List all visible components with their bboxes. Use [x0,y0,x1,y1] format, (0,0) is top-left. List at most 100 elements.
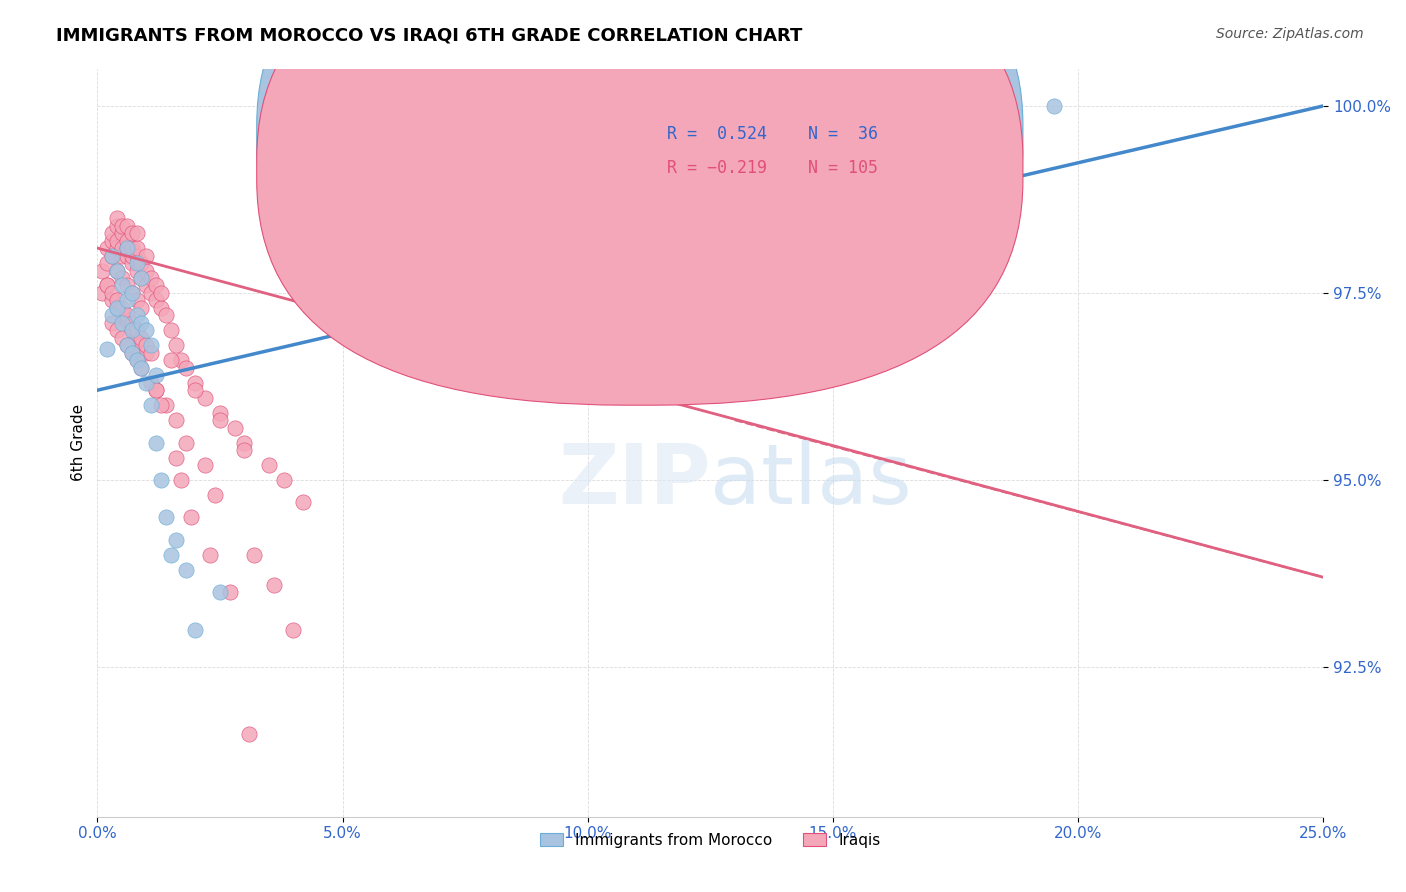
Point [115,338,138,352]
Point [150,285,173,300]
Point [111,248,134,262]
Point [115,316,138,330]
Point [150,473,173,487]
Point [101,316,124,330]
Point [145,383,167,397]
Point [131,256,153,270]
Point [125,226,148,240]
Point [125,353,148,368]
Point [121,248,143,262]
Point [115,241,138,255]
Text: IMMIGRANTS FROM MOROCCO VS IRAQI 6TH GRADE CORRELATION CHART: IMMIGRANTS FROM MOROCCO VS IRAQI 6TH GRA… [56,27,803,45]
Point [141,376,163,390]
Text: R =  0.524: R = 0.524 [668,126,768,144]
Point [101,293,124,308]
Point [238,727,260,741]
Point [184,383,207,397]
Point [160,548,183,562]
Point [125,241,148,255]
Point [91,263,114,277]
Point [131,338,153,352]
Point [105,293,128,308]
Point [105,301,128,315]
Point [160,353,183,368]
Point [170,473,193,487]
Point [145,368,167,383]
Point [96,256,118,270]
Point [125,263,148,277]
Point [145,293,167,308]
Point [208,413,231,427]
Point [125,353,148,368]
Point [121,285,143,300]
Point [101,285,124,300]
Point [150,398,173,412]
Point [233,435,256,450]
Point [174,360,197,375]
Point [218,585,240,599]
Point [174,563,197,577]
Point [198,548,221,562]
Point [131,271,153,285]
Point [96,241,118,255]
Point [184,623,207,637]
Point [121,256,143,270]
Point [150,301,173,315]
Text: atlas: atlas [710,440,912,521]
Point [101,248,124,262]
Point [131,301,153,315]
Point [135,346,157,360]
Point [141,398,163,412]
Point [125,293,148,308]
Point [96,278,118,293]
Point [111,278,134,293]
Point [165,450,187,465]
Point [307,234,329,248]
Text: N = 105: N = 105 [808,159,879,177]
Y-axis label: 6th Grade: 6th Grade [72,404,86,481]
Point [283,623,305,637]
Point [96,278,118,293]
Point [194,391,217,405]
Point [135,376,157,390]
Point [145,383,167,397]
Point [121,285,143,300]
FancyBboxPatch shape [257,0,1024,405]
Point [224,420,246,434]
Point [135,323,157,337]
Point [105,263,128,277]
Point [131,331,153,345]
Point [115,234,138,248]
Point [381,211,404,226]
Point [111,316,134,330]
Point [273,473,295,487]
Point [165,338,187,352]
Point [125,248,148,262]
Point [121,316,143,330]
Point [121,241,143,255]
Point [174,435,197,450]
Point [91,285,114,300]
Point [115,293,138,308]
Point [111,226,134,240]
Text: N =  36: N = 36 [808,126,879,144]
Point [105,241,128,255]
Point [292,495,315,509]
Point [145,278,167,293]
Point [135,248,157,262]
Legend: Immigrants from Morocco, Iraqis: Immigrants from Morocco, Iraqis [534,827,887,854]
Point [131,360,153,375]
Point [184,376,207,390]
Point [257,458,280,472]
Point [105,301,128,315]
Point [204,488,226,502]
Point [135,278,157,293]
Point [180,510,202,524]
Point [105,219,128,233]
Point [111,219,134,233]
Point [208,406,231,420]
Point [208,585,231,599]
Point [141,338,163,352]
Point [283,114,305,128]
Point [121,346,143,360]
